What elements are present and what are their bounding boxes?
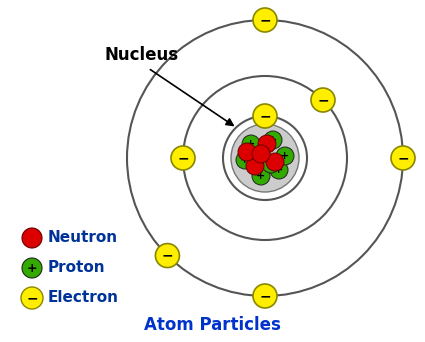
Circle shape — [258, 135, 276, 153]
Text: −: − — [259, 109, 271, 123]
Circle shape — [252, 167, 270, 185]
Circle shape — [270, 161, 288, 179]
Circle shape — [22, 228, 42, 248]
Text: +: + — [280, 151, 289, 161]
Text: +: + — [256, 171, 266, 181]
Circle shape — [391, 146, 415, 170]
Circle shape — [266, 153, 284, 171]
Circle shape — [231, 124, 299, 192]
Circle shape — [253, 8, 277, 32]
Text: −: − — [397, 151, 409, 165]
Text: −: − — [162, 249, 173, 263]
Circle shape — [262, 155, 280, 173]
Circle shape — [276, 147, 294, 165]
Circle shape — [253, 104, 277, 128]
Text: +: + — [268, 135, 278, 145]
Circle shape — [252, 145, 270, 163]
Text: Neutron: Neutron — [48, 231, 118, 246]
Text: Nucleus: Nucleus — [105, 46, 179, 64]
Text: −: − — [259, 289, 271, 303]
Circle shape — [311, 88, 335, 112]
Circle shape — [238, 143, 256, 161]
Text: +: + — [275, 165, 283, 175]
Text: −: − — [177, 151, 189, 165]
Circle shape — [242, 135, 260, 153]
Circle shape — [21, 287, 43, 309]
Text: Atom Particles: Atom Particles — [144, 316, 281, 334]
Circle shape — [246, 157, 264, 175]
Circle shape — [253, 284, 277, 308]
Text: −: − — [259, 13, 271, 27]
Text: +: + — [246, 139, 255, 149]
Text: Electron: Electron — [48, 290, 119, 305]
Text: −: − — [317, 93, 329, 107]
Circle shape — [264, 131, 282, 149]
Text: +: + — [27, 262, 37, 275]
Text: +: + — [266, 159, 276, 169]
Text: −: − — [26, 291, 38, 305]
Circle shape — [22, 258, 42, 278]
Circle shape — [171, 146, 195, 170]
Circle shape — [156, 244, 179, 267]
Text: +: + — [241, 155, 249, 165]
Text: Proton: Proton — [48, 261, 106, 276]
Circle shape — [236, 151, 254, 169]
